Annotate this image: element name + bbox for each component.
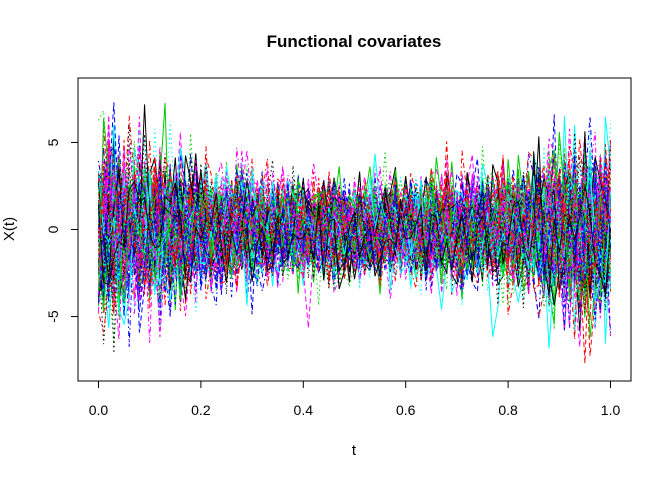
- y-axis: -5 0 5: [45, 138, 79, 323]
- y-tick-label: 0: [45, 225, 61, 233]
- x-tick-label: 0.6: [396, 402, 416, 418]
- curve-line: [97, 168, 611, 329]
- y-tick-label: -5: [45, 310, 61, 323]
- curve-line: [98, 165, 611, 330]
- y-axis-label: X(t): [1, 217, 18, 241]
- curve-line: [97, 150, 612, 333]
- curve-line: [97, 104, 612, 291]
- y-tick-label: 5: [45, 138, 61, 146]
- x-tick-label: 0.4: [294, 402, 314, 418]
- x-axis-label: t: [352, 442, 357, 459]
- x-tick-label: 0.8: [498, 402, 518, 418]
- curve-line: [98, 168, 612, 287]
- curve-line: [98, 146, 611, 289]
- curve-line: [97, 132, 612, 313]
- x-axis: 0.0 0.2 0.4 0.6 0.8 1.0: [89, 380, 621, 418]
- curve-line: [97, 118, 611, 304]
- chart-title: Functional covariates: [267, 32, 442, 51]
- curve-line: [98, 145, 612, 333]
- x-tick-label: 1.0: [601, 402, 621, 418]
- curve-line: [97, 172, 611, 338]
- curve-line: [98, 108, 612, 302]
- curve-line: [98, 115, 612, 295]
- curve-line: [97, 182, 612, 308]
- curve-line: [98, 131, 612, 338]
- curve-line: [97, 136, 612, 295]
- curves: [97, 102, 612, 364]
- x-tick-label: 0.0: [89, 402, 109, 418]
- curve-line: [97, 154, 612, 313]
- curve-line: [97, 102, 612, 312]
- x-tick-label: 0.2: [191, 402, 211, 418]
